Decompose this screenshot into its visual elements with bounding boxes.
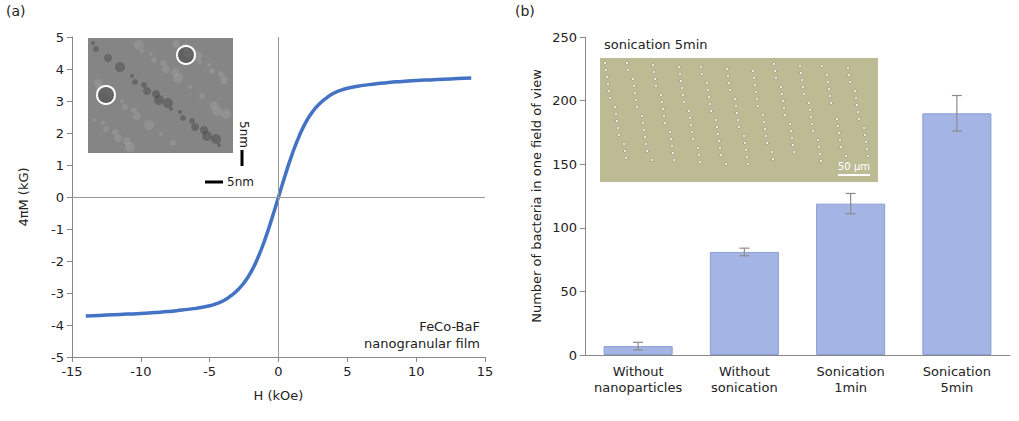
svg-text:H (kOe): H (kOe) [254, 388, 304, 403]
svg-text:5nm: 5nm [227, 175, 254, 189]
svg-text:5: 5 [56, 30, 64, 45]
svg-text:5nm: 5nm [237, 121, 251, 148]
svg-text:-10: -10 [130, 364, 151, 379]
svg-text:4πM (kG): 4πM (kG) [16, 167, 31, 226]
svg-text:5: 5 [343, 364, 351, 379]
svg-text:Sonication: Sonication [923, 364, 991, 379]
svg-text:2: 2 [56, 126, 64, 141]
svg-text:250: 250 [552, 30, 577, 45]
svg-text:0: 0 [569, 348, 577, 363]
svg-text:100: 100 [552, 220, 577, 235]
svg-text:0: 0 [56, 190, 64, 205]
svg-text:Without: Without [719, 364, 770, 379]
svg-text:Number of bacteria in one fiel: Number of bacteria in one field of view [529, 69, 544, 323]
svg-text:1: 1 [56, 158, 64, 173]
svg-text:-15: -15 [61, 364, 82, 379]
svg-text:3: 3 [56, 94, 64, 109]
svg-text:4: 4 [56, 62, 64, 77]
svg-text:-3: -3 [51, 286, 64, 301]
svg-text:200: 200 [552, 93, 577, 108]
svg-text:-5: -5 [51, 350, 64, 365]
svg-text:FeCo-BaF: FeCo-BaF [419, 319, 480, 334]
svg-text:1min: 1min [834, 380, 867, 395]
svg-text:Without: Without [613, 364, 664, 379]
svg-text:-1: -1 [51, 222, 64, 237]
svg-text:-2: -2 [51, 254, 64, 269]
svg-text:-4: -4 [51, 318, 64, 333]
svg-text:(b): (b) [515, 3, 535, 19]
svg-text:50 μm: 50 μm [838, 161, 870, 172]
svg-text:5min: 5min [940, 380, 973, 395]
svg-text:(a): (a) [6, 3, 26, 19]
svg-text:50: 50 [560, 284, 577, 299]
svg-text:sonication: sonication [711, 380, 778, 395]
svg-text:sonication 5min: sonication 5min [604, 37, 708, 52]
svg-text:15: 15 [477, 364, 494, 379]
svg-text:Sonication: Sonication [817, 364, 885, 379]
svg-text:nanoparticles: nanoparticles [594, 380, 682, 395]
svg-text:150: 150 [552, 157, 577, 172]
svg-text:0: 0 [274, 364, 282, 379]
svg-text:10: 10 [408, 364, 425, 379]
svg-text:-5: -5 [203, 364, 216, 379]
svg-text:nanogranular film: nanogranular film [364, 336, 480, 351]
